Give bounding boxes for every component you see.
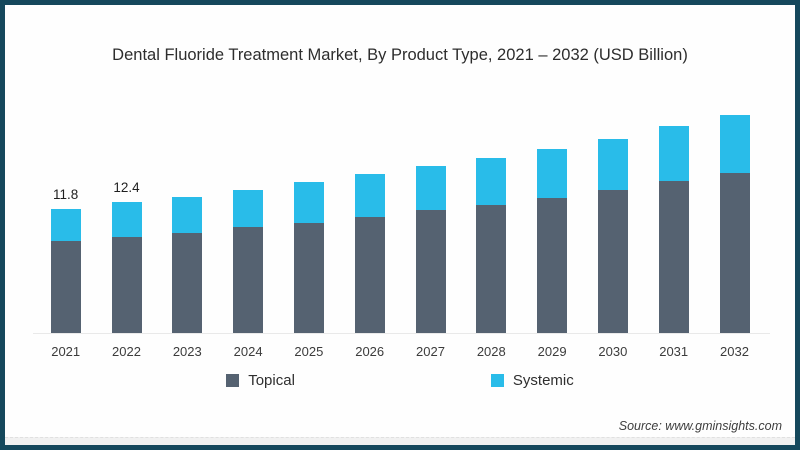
bar-segment-topical-2025 [293, 223, 324, 333]
bar-group-2030 [597, 138, 628, 333]
x-tick-label-2026: 2026 [355, 344, 385, 359]
x-tick-label-2022: 2022 [112, 344, 141, 359]
bar-segment-topical-2023 [172, 232, 203, 333]
bar-segment-topical-2027 [415, 209, 446, 333]
legend-item-systemic: Systemic [490, 372, 574, 389]
bar-group-2029 [537, 149, 568, 333]
x-tick-label-2028: 2028 [476, 344, 506, 359]
x-tick-label-2025: 2025 [294, 344, 324, 359]
bar-segment-systemic-2023 [172, 196, 203, 233]
bar-value-label-2021: 11.8 [53, 186, 79, 202]
bar-segment-topical-2028 [476, 205, 507, 333]
bar-group-2023 [172, 196, 203, 333]
x-tick-label-2029: 2029 [537, 344, 567, 359]
bar-group-2021 [50, 208, 81, 333]
bar-segment-topical-2029 [537, 197, 568, 333]
legend-label-topical: Topical [248, 372, 295, 389]
source-credit: Source: www.gminsights.com [618, 419, 782, 433]
bar-segment-topical-2032 [719, 172, 750, 333]
x-axis-line [33, 333, 770, 334]
bar-segment-systemic-2021 [50, 208, 81, 242]
bar-segment-topical-2022 [111, 236, 142, 333]
x-tick-label-2024: 2024 [233, 344, 263, 359]
bar-group-2031 [658, 126, 689, 333]
bar-segment-topical-2021 [50, 241, 81, 333]
systemic-swatch-icon [490, 374, 504, 387]
x-tick-label-2023: 2023 [172, 344, 202, 359]
x-tick-label-2030: 2030 [598, 344, 628, 359]
topical-swatch-icon [226, 374, 240, 387]
bar-segment-systemic-2030 [597, 138, 628, 190]
bar-segment-systemic-2028 [476, 157, 507, 206]
bar-group-2026 [354, 173, 385, 333]
bar-segment-systemic-2031 [658, 126, 689, 182]
bar-segment-topical-2024 [233, 227, 264, 333]
bar-segment-topical-2031 [658, 181, 689, 333]
bar-segment-topical-2030 [597, 189, 628, 333]
bar-segment-systemic-2022 [111, 202, 142, 237]
bar-group-2022 [111, 202, 142, 333]
chart-title: Dental Fluoride Treatment Market, By Pro… [112, 46, 688, 64]
x-tick-label-2021: 2021 [51, 344, 81, 359]
plot-area: 11.8 2021 12.4 2022 2023 2024 2025 2026 2027 2028… [5, 5, 795, 445]
bar-segment-systemic-2027 [415, 166, 446, 210]
x-tick-label-2031: 2031 [659, 344, 689, 359]
footer-strip [5, 437, 795, 445]
x-tick-label-2027: 2027 [416, 344, 445, 359]
bar-segment-systemic-2026 [354, 173, 385, 217]
bar-group-2024 [233, 189, 264, 333]
bar-group-2032 [719, 114, 750, 333]
bar-segment-systemic-2029 [537, 149, 568, 198]
bar-group-2028 [476, 157, 507, 333]
bar-segment-systemic-2025 [293, 182, 324, 224]
bar-segment-systemic-2024 [233, 189, 264, 228]
bar-segment-systemic-2032 [719, 114, 750, 173]
x-tick-label-2032: 2032 [720, 344, 749, 359]
bar-group-2027 [415, 166, 446, 333]
legend-label-systemic: Systemic [512, 372, 574, 389]
legend: Topical Systemic [5, 372, 795, 389]
legend-item-topical: Topical [226, 372, 295, 389]
bar-segment-topical-2026 [354, 216, 385, 333]
bar-group-2025 [293, 182, 324, 333]
bar-value-label-2022: 12.4 [113, 180, 140, 196]
